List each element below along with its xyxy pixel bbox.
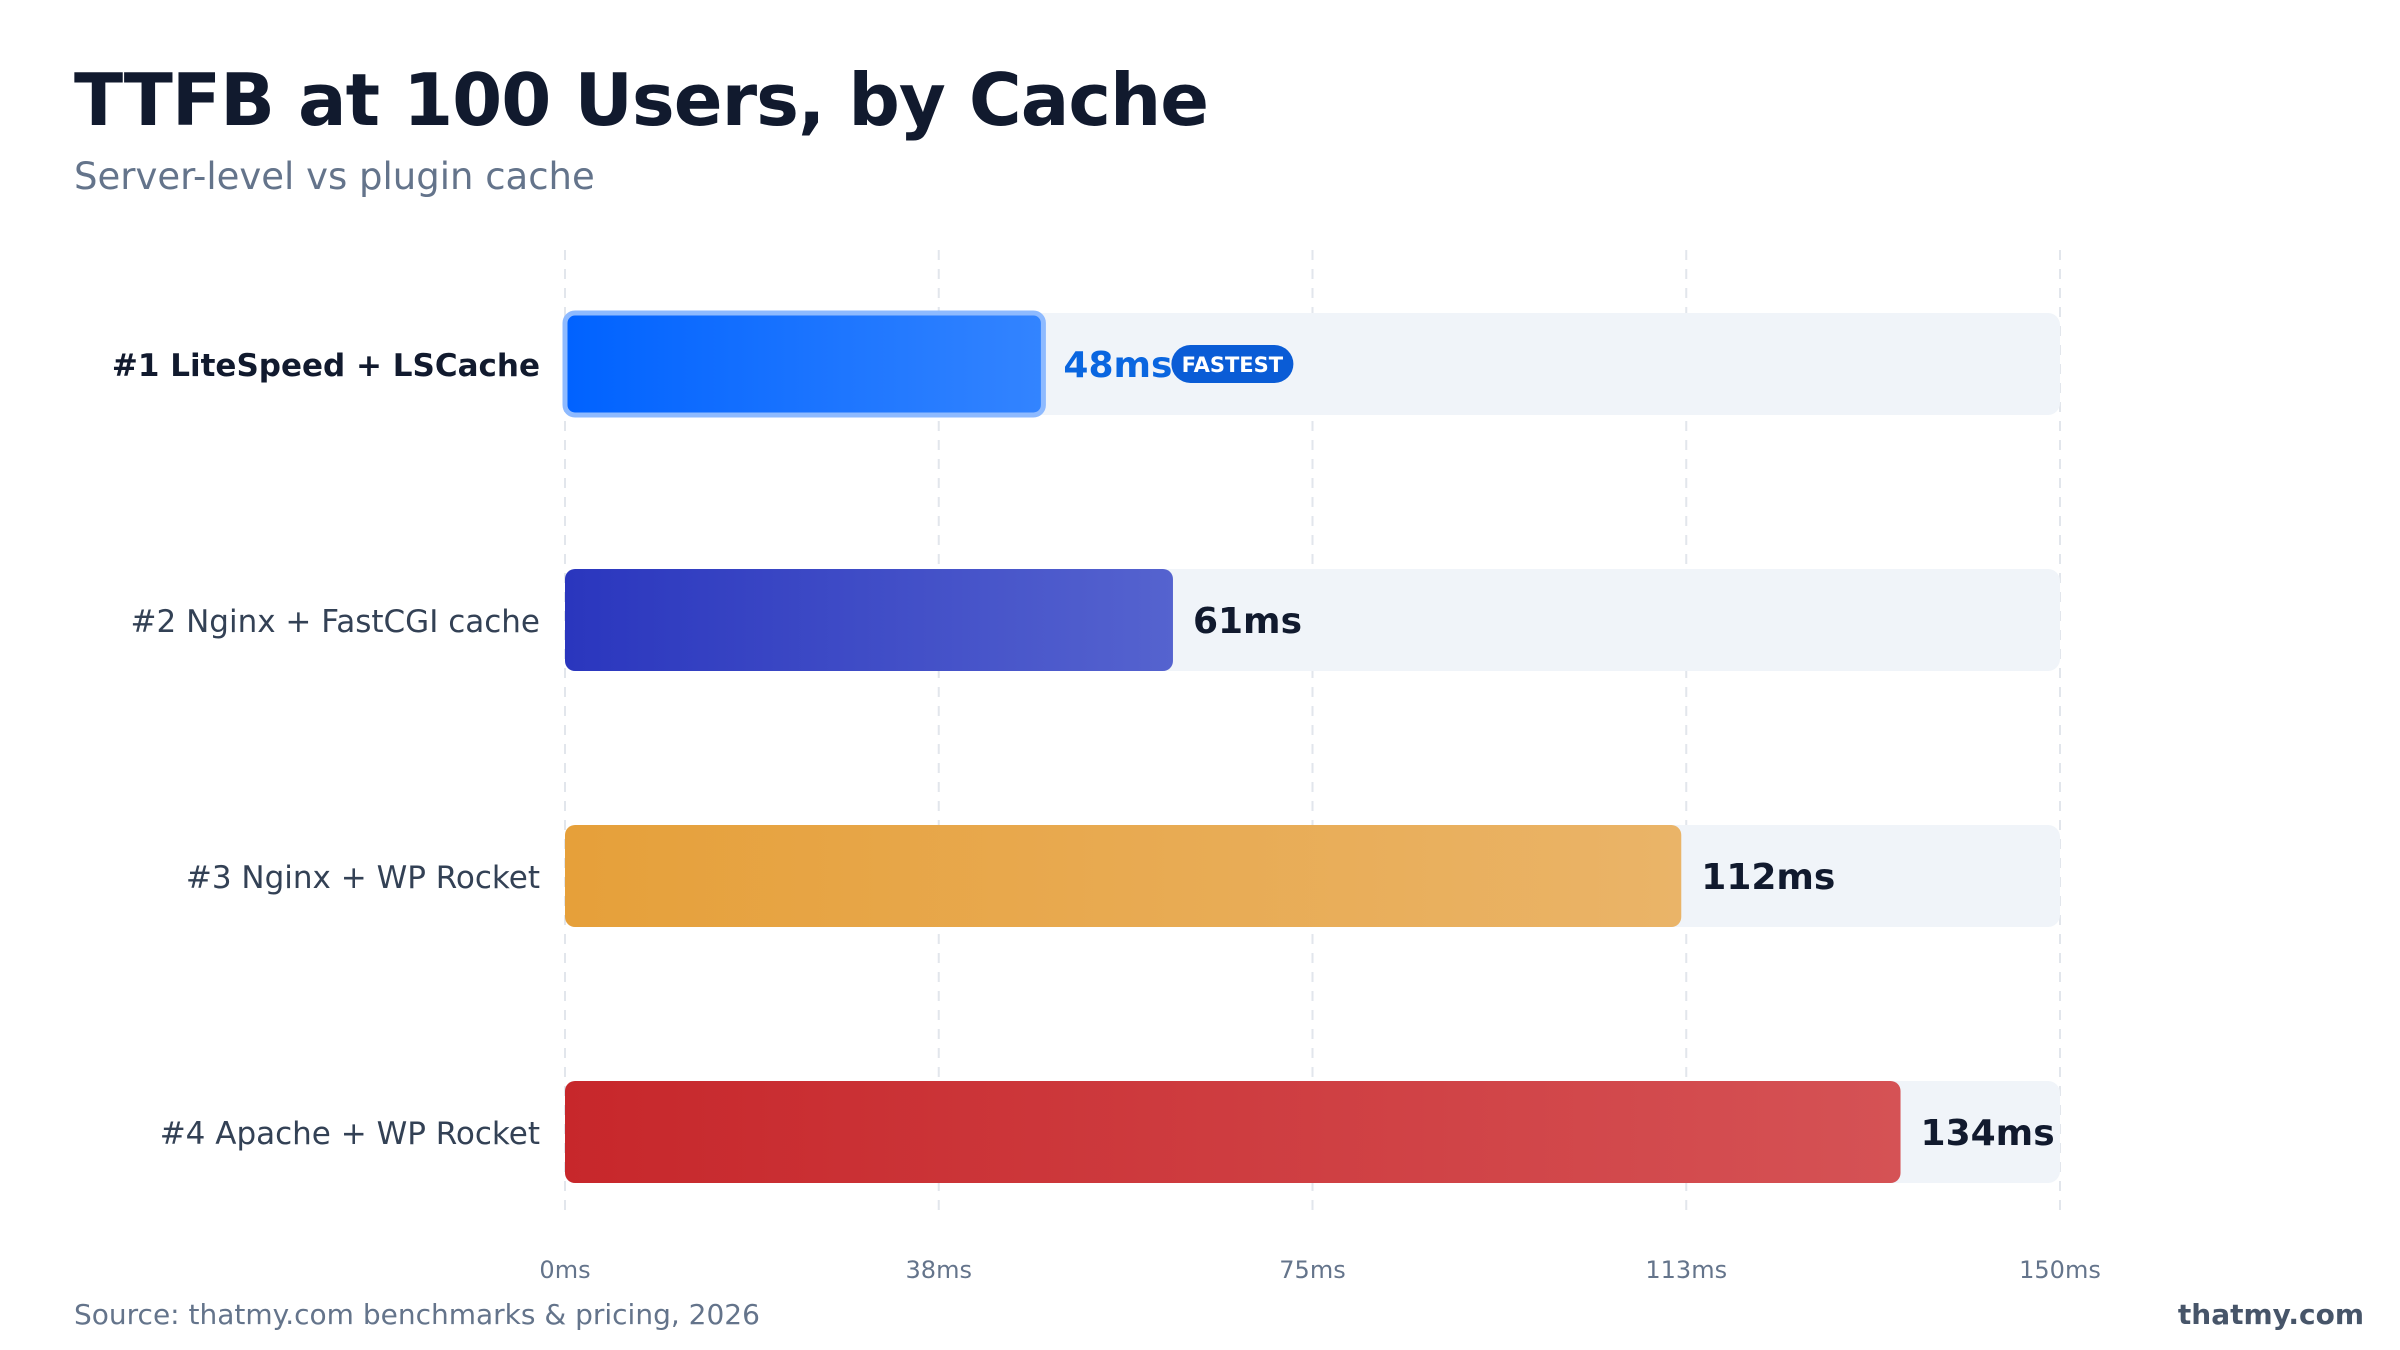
x-tick-label: 75ms (1279, 1256, 1345, 1284)
fastest-badge-label: FASTEST (1182, 353, 1284, 377)
brand-label: thatmy.com (2177, 1298, 2364, 1331)
x-tick-label: 0ms (539, 1256, 590, 1284)
fastest-badge (1171, 345, 1294, 383)
category-label: #4 Apache + WP Rocket (160, 1116, 540, 1152)
category-label: #2 Nginx + FastCGI cache (131, 604, 540, 640)
bar (565, 569, 1173, 671)
value-label: 61ms (1193, 601, 1302, 642)
bars: #1 LiteSpeed + LSCache 48ms FASTEST #2 Ngin… (112, 310, 2060, 1183)
value-label: 48ms (1063, 345, 1172, 386)
category-label: #1 LiteSpeed + LSCache (112, 348, 540, 384)
bar (565, 825, 1682, 927)
x-tick-label: 38ms (906, 1256, 972, 1284)
bar (562, 310, 1046, 418)
value-label: 112ms (1701, 857, 1835, 898)
chart-subtitle: Server-level vs plugin cache (74, 155, 595, 198)
category-label: #3 Nginx + WP Rocket (186, 860, 540, 896)
x-tick-label: 113ms (1645, 1256, 1727, 1284)
value-label: 134ms (1921, 1113, 2055, 1154)
bar (565, 1081, 1901, 1183)
x-tick-label: 150ms (2019, 1256, 2101, 1284)
chart-title: TTFB at 100 Users, by Cache (74, 58, 1209, 142)
x-axis-ticks: 0ms 38ms 75ms 113ms 150ms (539, 1256, 2100, 1284)
source-note: Source: thatmy.com benchmarks & pricing,… (74, 1298, 760, 1331)
